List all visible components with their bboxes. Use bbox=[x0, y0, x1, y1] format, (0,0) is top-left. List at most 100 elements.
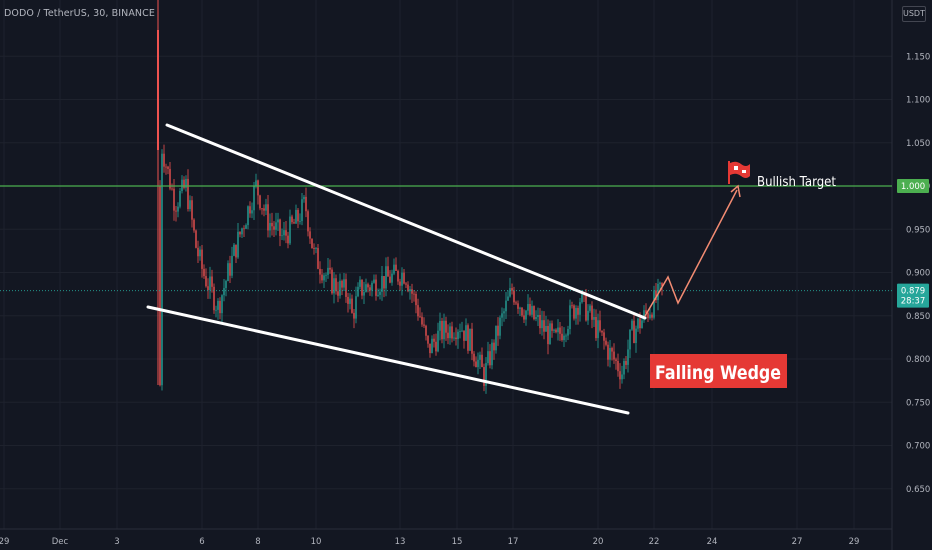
candle-body bbox=[457, 331, 459, 340]
candle-body bbox=[159, 186, 161, 386]
candle-body bbox=[245, 225, 247, 229]
candle-body bbox=[565, 335, 567, 337]
bullish-target-label: Bullish Target bbox=[757, 175, 836, 190]
candle-body bbox=[515, 302, 517, 304]
candle-body bbox=[541, 320, 543, 329]
candle-body bbox=[549, 323, 551, 345]
candle-body bbox=[307, 211, 309, 232]
candle-body bbox=[527, 304, 529, 311]
falling-wedge-box bbox=[650, 354, 787, 388]
candle-body bbox=[553, 329, 555, 331]
candle-body bbox=[451, 326, 453, 339]
candle-body bbox=[373, 279, 375, 283]
candle-body bbox=[161, 153, 163, 386]
candle-body bbox=[477, 359, 479, 368]
candle-body bbox=[579, 302, 581, 315]
candle-body bbox=[629, 329, 631, 350]
candle-body bbox=[203, 268, 205, 277]
candle-body bbox=[531, 306, 533, 315]
candle-body bbox=[507, 296, 509, 301]
candle-body bbox=[173, 188, 175, 211]
candle-body bbox=[297, 209, 299, 222]
candle-body bbox=[525, 310, 527, 320]
candle-body bbox=[219, 300, 221, 314]
target-price-label: 1.000 bbox=[901, 182, 925, 192]
candle-body bbox=[419, 316, 421, 318]
red-flag-icon bbox=[726, 160, 750, 184]
candle-body bbox=[257, 180, 259, 196]
candle-body bbox=[239, 231, 241, 235]
candle-body bbox=[397, 270, 399, 282]
y-tick-label: 0.650 bbox=[906, 485, 930, 495]
candle-body bbox=[191, 200, 193, 220]
candle-body bbox=[599, 320, 601, 331]
candle-body bbox=[595, 317, 597, 339]
candle-body bbox=[623, 361, 625, 375]
candle-body bbox=[473, 353, 475, 362]
candle-body bbox=[181, 179, 183, 191]
candle-body bbox=[253, 185, 255, 211]
candle-body bbox=[557, 327, 559, 333]
candle-body bbox=[175, 210, 177, 212]
candle-body bbox=[631, 320, 633, 330]
candle-body bbox=[591, 305, 593, 320]
candle-body bbox=[651, 314, 653, 318]
candle-body bbox=[475, 361, 477, 368]
candle-body bbox=[197, 247, 199, 257]
candle-body bbox=[171, 188, 173, 190]
wedge-lower-line bbox=[146, 305, 630, 415]
x-tick-label: 13 bbox=[395, 537, 406, 547]
candle-body bbox=[393, 264, 395, 274]
candle-body bbox=[469, 328, 471, 351]
candle-body bbox=[165, 166, 167, 168]
candle-body bbox=[225, 280, 227, 289]
candle-body bbox=[215, 309, 217, 311]
candle-body bbox=[345, 279, 347, 297]
candle-body bbox=[389, 276, 391, 283]
candle-body bbox=[655, 290, 657, 301]
candle-body bbox=[433, 338, 435, 342]
time-axis[interactable]: 29 Dec 3 6 8 10 13 15 17 20 22 24 27 29 bbox=[0, 537, 859, 547]
candle-body bbox=[639, 318, 641, 329]
x-tick-label: 29 bbox=[0, 537, 9, 547]
candle-body bbox=[187, 178, 189, 210]
candle-body bbox=[347, 296, 349, 304]
candle-body bbox=[615, 359, 617, 361]
candle-body bbox=[341, 280, 343, 288]
candle-body bbox=[357, 286, 359, 297]
candle-body bbox=[167, 166, 169, 169]
candle-body bbox=[571, 305, 573, 307]
x-tick-label: 22 bbox=[649, 537, 660, 547]
candle-body bbox=[425, 325, 427, 336]
candle-body bbox=[403, 272, 405, 284]
candle-body bbox=[621, 374, 623, 380]
candle-body bbox=[577, 308, 579, 315]
candle-body bbox=[461, 330, 463, 332]
target-price-tag bbox=[897, 179, 929, 193]
candle-body bbox=[361, 279, 363, 296]
candle-body bbox=[495, 325, 497, 351]
y-tick-label: 0.750 bbox=[906, 398, 930, 408]
overlays bbox=[0, 123, 892, 415]
candle-body bbox=[311, 238, 313, 249]
candle-body bbox=[581, 292, 583, 303]
candle-body bbox=[609, 348, 611, 360]
currency-label[interactable]: USDT bbox=[902, 6, 926, 22]
candle-body bbox=[391, 273, 393, 283]
candle-body bbox=[303, 196, 305, 200]
candle-body bbox=[263, 208, 265, 211]
candle-body bbox=[283, 230, 285, 236]
candle-body bbox=[561, 333, 563, 341]
candle-body bbox=[177, 206, 179, 212]
x-tick-label: 17 bbox=[508, 537, 519, 547]
candle-body bbox=[573, 305, 575, 319]
candle-body bbox=[267, 204, 269, 231]
candle-body bbox=[223, 288, 225, 296]
candle-body bbox=[193, 219, 195, 231]
candle-body bbox=[499, 317, 501, 336]
candle-body bbox=[625, 361, 627, 365]
x-tick-label: 3 bbox=[114, 537, 119, 547]
flag-pattern bbox=[734, 166, 746, 173]
candle-body bbox=[501, 313, 503, 318]
